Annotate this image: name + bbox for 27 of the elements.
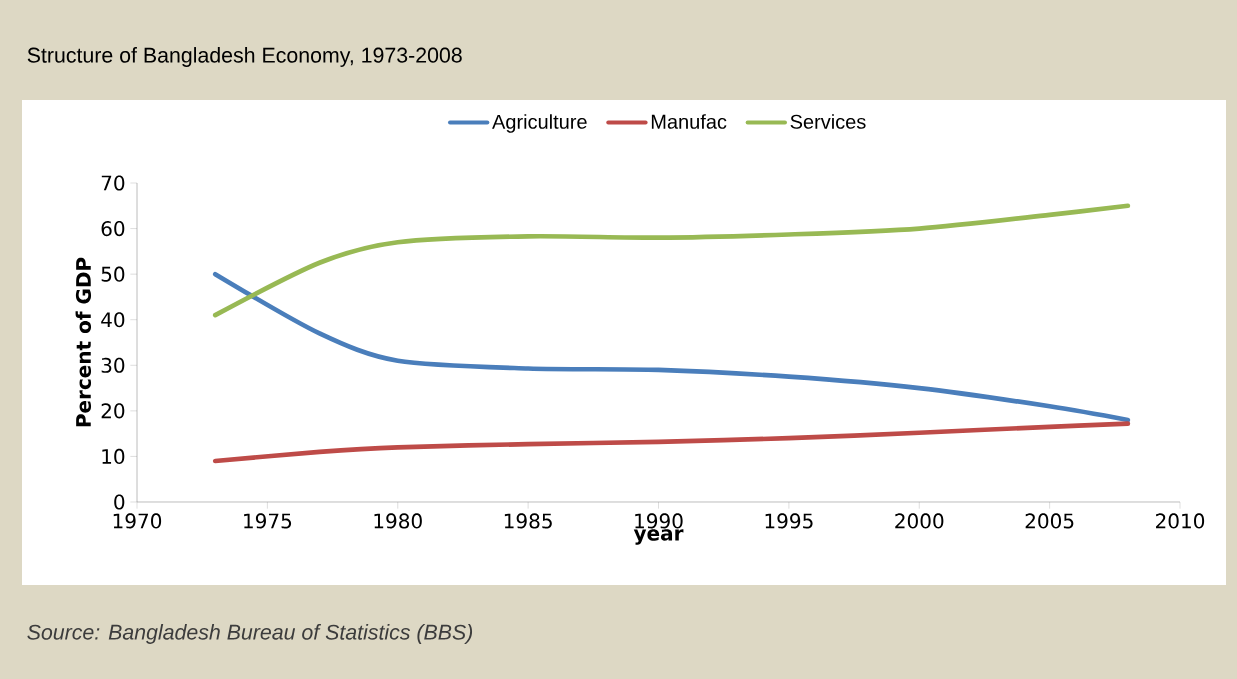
line-series [212, 271, 1131, 423]
line-series [212, 203, 1131, 318]
x-tick-label: 1980 [374, 513, 422, 529]
y-tick-label: 10 [102, 448, 125, 464]
x-tick-label: 1995 [765, 513, 813, 529]
x-tick-label: 2010 [1156, 513, 1205, 529]
y-tick-label: 0 [114, 494, 125, 510]
y-tick-label: 40 [101, 312, 125, 328]
y-axis-title: Percent of GDP [75, 257, 92, 427]
legend-label: Agriculture [492, 114, 587, 133]
y-tick-label: 50 [101, 266, 125, 282]
legend-label: Services [790, 114, 866, 129]
x-tick-label: 1975 [244, 513, 292, 529]
x-tick-label: 1970 [113, 513, 162, 529]
line-series [212, 421, 1131, 464]
chart-title: Structure of Bangladesh Economy, 1973-2008 [27, 47, 462, 67]
y-tick-label: 60 [101, 221, 125, 237]
x-tick-label: 2000 [895, 513, 944, 529]
y-tick-label: 20 [101, 403, 125, 419]
source-note: Source: Bangladesh Bureau of Statistics (BBS) [27, 624, 473, 644]
x-tick-label: 1990 [635, 513, 683, 529]
y-tick-label: 70 [101, 175, 125, 191]
x-tick-label: 2005 [1025, 513, 1074, 529]
y-tick-label: 30 [101, 357, 125, 373]
x-axis-title: year [633, 529, 684, 545]
x-tick-label: 1985 [504, 513, 552, 529]
legend-label: Manufac [651, 114, 727, 129]
